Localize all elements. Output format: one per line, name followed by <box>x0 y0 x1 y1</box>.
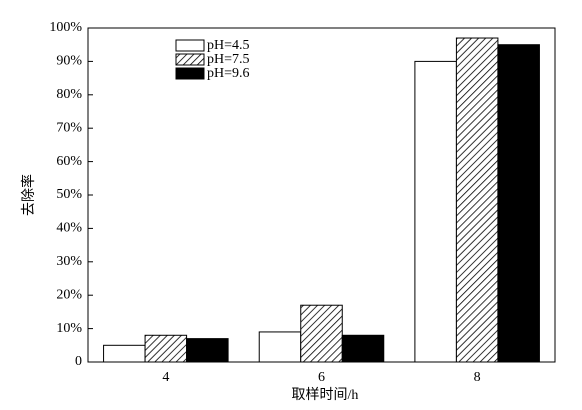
bar <box>144 334 188 363</box>
y-tick-label: 50% <box>56 187 82 202</box>
legend-label: pH=7.5 <box>207 52 250 67</box>
bar <box>103 344 146 363</box>
legend-label: pH=9.6 <box>207 66 250 81</box>
y-tick-label: 80% <box>56 87 82 102</box>
y-tick-label: 20% <box>56 287 82 302</box>
bar <box>497 44 540 363</box>
y-tick-label: 90% <box>56 54 82 69</box>
x-tick-label: 4 <box>162 370 169 385</box>
y-tick-label: 30% <box>56 254 82 269</box>
bar <box>414 60 457 363</box>
y-tick-label: 40% <box>56 221 82 236</box>
legend-label: pH=4.5 <box>207 38 250 53</box>
legend-swatch <box>175 53 205 66</box>
y-tick-label: 10% <box>56 321 82 336</box>
legend-swatch <box>175 39 205 52</box>
bar <box>258 331 302 363</box>
x-tick-label: 8 <box>474 370 481 385</box>
bar <box>455 37 499 363</box>
y-tick-label: 70% <box>56 120 82 135</box>
y-tick-label: 60% <box>56 154 82 169</box>
y-tick-label: 100% <box>49 20 82 35</box>
y-tick-label: 0 <box>75 354 82 369</box>
bar <box>341 334 385 363</box>
y-axis-label: 去除率 <box>20 174 37 216</box>
bar <box>186 338 229 363</box>
bar <box>300 304 343 363</box>
x-tick-label: 6 <box>318 370 325 385</box>
legend-swatch <box>175 67 205 80</box>
x-axis-label: 取样时间/h <box>292 387 359 403</box>
